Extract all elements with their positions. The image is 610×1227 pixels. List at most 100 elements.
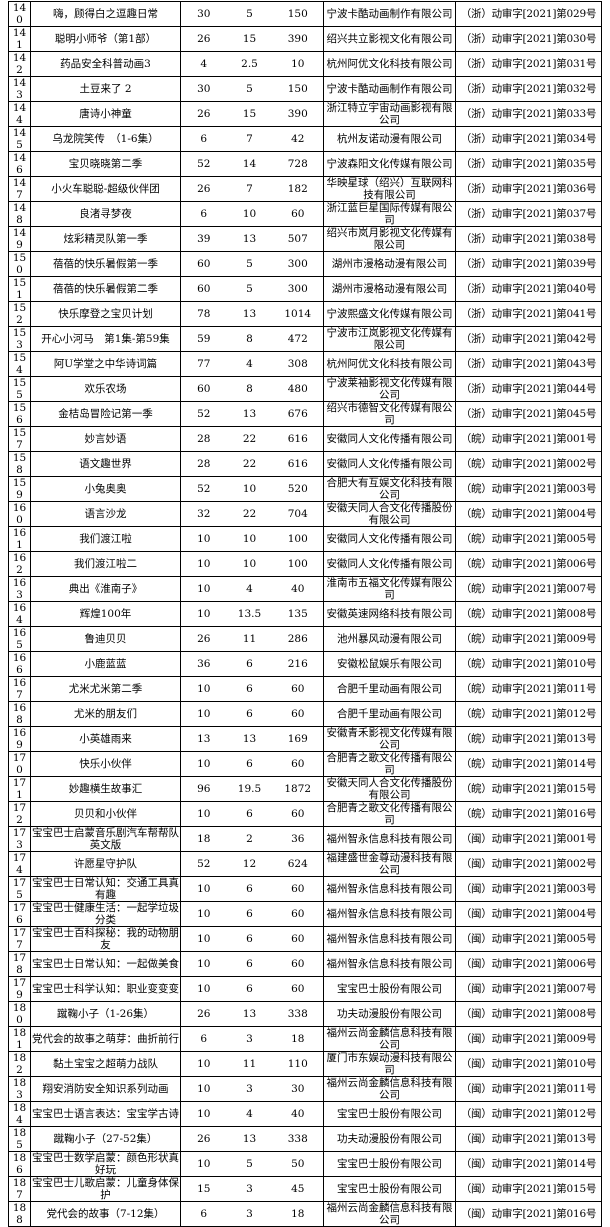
company-cell: 安徽同人文化传播有限公司 — [323, 551, 456, 577]
minutes-per-episode-cell: 6 — [226, 676, 273, 702]
approval-number-cell: （浙）动审字[2021]第042号 — [455, 326, 602, 352]
title-cell: 开心小河马 第1集-第59集 — [30, 326, 181, 352]
table-row: 158 语文趣世界 28 22 616 安徽同人文化传播有限公司 （皖）动审字[2021]第… — [8, 451, 602, 477]
minutes-per-episode-cell: 22 — [226, 501, 273, 527]
total-minutes-cell: 60 — [272, 201, 324, 227]
company-cell: 杭州友诺动漫有限公司 — [323, 126, 456, 152]
company-cell: 绍兴市岚月影视文化传媒有限公司 — [323, 226, 456, 252]
title-cell: 小火车聪聪-超级伙伴团 — [30, 176, 181, 202]
table-row: 160 语言沙龙 32 22 704 安徽天同人合文化传播股份有限公司 （皖）动审字[202… — [8, 501, 602, 527]
row-index: 142 — [8, 51, 31, 77]
table-row: 157 妙言妙语 28 22 616 安徽同人文化传播有限公司 （皖）动审字[2021]第0… — [8, 426, 602, 452]
approval-number-cell: （皖）动审字[2021]第011号 — [455, 676, 602, 702]
episodes-cell: 28 — [180, 426, 227, 452]
company-cell: 福州智永信息科技有限公司 — [323, 876, 456, 902]
row-index: 155 — [8, 376, 31, 402]
approval-number-cell: （闽）动审字[2021]第014号 — [455, 1151, 602, 1177]
title-cell: 我们渡江啦二 — [30, 551, 181, 577]
total-minutes-cell: 45 — [272, 1176, 324, 1202]
episodes-cell: 10 — [180, 551, 227, 577]
total-minutes-cell: 1872 — [272, 776, 324, 802]
row-index: 153 — [8, 326, 31, 352]
minutes-per-episode-cell: 7 — [226, 126, 273, 152]
minutes-per-episode-cell: 14 — [226, 151, 273, 177]
approval-number-cell: （闽）动审字[2021]第016号 — [455, 1201, 602, 1227]
episodes-cell: 60 — [180, 251, 227, 277]
episodes-cell: 52 — [180, 476, 227, 502]
episodes-cell: 26 — [180, 26, 227, 52]
table-row: 165 鲁迪贝贝 26 11 286 池州暴风动漫有限公司 （皖）动审字[2021]第009… — [8, 626, 602, 652]
minutes-per-episode-cell: 11 — [226, 626, 273, 652]
company-cell: 湖州市漫格动漫有限公司 — [323, 251, 456, 277]
title-cell: 乌龙院笑传 （1-6集） — [30, 126, 181, 152]
minutes-per-episode-cell: 22 — [226, 426, 273, 452]
company-cell: 宝宝巴士股份有限公司 — [323, 1151, 456, 1177]
title-cell: 宝贝晓晓第二季 — [30, 151, 181, 177]
episodes-cell: 6 — [180, 126, 227, 152]
row-index: 172 — [8, 801, 31, 827]
table-row: 159 小兔奥奥 52 10 520 合肥大有互娱文化科技有限公司 （皖）动审字[2021]… — [8, 476, 602, 502]
table-row: 151 蓓蓓的快乐暑假第二季 60 5 300 湖州市漫格动漫有限公司 （浙）动审字[202… — [8, 276, 602, 302]
approval-number-cell: （浙）动审字[2021]第030号 — [455, 26, 602, 52]
table-row: 153 开心小河马 第1集-第59集 59 8 472 宁波市江岚影视文化传媒有限公司 （浙… — [8, 326, 602, 352]
minutes-per-episode-cell: 6 — [226, 801, 273, 827]
minutes-per-episode-cell: 6 — [226, 901, 273, 927]
total-minutes-cell: 676 — [272, 401, 324, 427]
minutes-per-episode-cell: 8 — [226, 326, 273, 352]
total-minutes-cell: 60 — [272, 951, 324, 977]
minutes-per-episode-cell: 5 — [226, 1, 273, 27]
minutes-per-episode-cell: 13 — [226, 1126, 273, 1152]
company-cell: 福州云尚金麟信息科技有限公司 — [323, 1201, 456, 1227]
total-minutes-cell: 30 — [272, 1076, 324, 1102]
company-cell: 安徽同人文化传播有限公司 — [323, 526, 456, 552]
total-minutes-cell: 135 — [272, 601, 324, 627]
episodes-cell: 26 — [180, 176, 227, 202]
table-row: 172 贝贝和小伙伴 10 6 60 合肥青之歌文化传播有限公司 （皖）动审字[2021]第… — [8, 801, 602, 827]
approval-number-cell: （闽）动审字[2021]第005号 — [455, 926, 602, 952]
approval-number-cell: （闽）动审字[2021]第007号 — [455, 976, 602, 1002]
title-cell: 翔安消防安全知识系列动画 — [30, 1076, 181, 1102]
row-index: 188 — [8, 1201, 31, 1227]
row-index: 175 — [8, 876, 31, 902]
total-minutes-cell: 60 — [272, 901, 324, 927]
approval-number-cell: （皖）动审字[2021]第016号 — [455, 801, 602, 827]
approval-number-cell: （闽）动审字[2021]第004号 — [455, 901, 602, 927]
company-cell: 厦门市东娱动漫科技有限公司 — [323, 1051, 456, 1077]
total-minutes-cell: 286 — [272, 626, 324, 652]
table-row: 168 尤米的朋友们 10 6 60 合肥千里动画有限公司 （皖）动审字[2021]第012… — [8, 701, 602, 727]
episodes-cell: 10 — [180, 801, 227, 827]
title-cell: 宝宝巴士数学启蒙：颜色形状真好玩 — [30, 1151, 181, 1177]
table-row: 146 宝贝晓晓第二季 52 14 728 宁波森阳文化传媒有限公司 （浙）动审字[2021… — [8, 151, 602, 177]
total-minutes-cell: 110 — [272, 1051, 324, 1077]
total-minutes-cell: 60 — [272, 976, 324, 1002]
total-minutes-cell: 18 — [272, 1201, 324, 1227]
approval-number-cell: （皖）动审字[2021]第004号 — [455, 501, 602, 527]
company-cell: 池州暴风动漫有限公司 — [323, 626, 456, 652]
row-index: 143 — [8, 76, 31, 102]
company-cell: 宁波卡酷动画制作有限公司 — [323, 76, 456, 102]
title-cell: 妙趣横生故事汇 — [30, 776, 181, 802]
table-row: 147 小火车聪聪-超级伙伴团 26 7 182 华映星球（绍兴）互联网科技有限公司 （浙）… — [8, 176, 602, 202]
title-cell: 嗨，顾得白之逗趣日常 — [30, 1, 181, 27]
row-index: 184 — [8, 1101, 31, 1127]
minutes-per-episode-cell: 10 — [226, 551, 273, 577]
table-row: 141 聪明小师爷（第1部） 26 15 390 绍兴共立影视文化有限公司 （浙）动审字[2… — [8, 26, 602, 52]
minutes-per-episode-cell: 5 — [226, 76, 273, 102]
table-row: 182 黏土宝宝之超萌力战队 10 11 110 厦门市东娱动漫科技有限公司 （闽）动审字[… — [8, 1051, 602, 1077]
table-row: 143 土豆来了 2 30 5 150 宁波卡酷动画制作有限公司 （浙）动审字[2021]第… — [8, 76, 602, 102]
row-index: 159 — [8, 476, 31, 502]
table-row: 186 宝宝巴士数学启蒙：颜色形状真好玩 10 5 50 宝宝巴士股份有限公司 （闽）动审字… — [8, 1151, 602, 1177]
approval-number-cell: （浙）动审字[2021]第044号 — [455, 376, 602, 402]
title-cell: 宝宝巴士健康生活：一起学垃圾分类 — [30, 901, 181, 927]
row-index: 161 — [8, 526, 31, 552]
row-index: 168 — [8, 701, 31, 727]
approval-number-cell: （闽）动审字[2021]第001号 — [455, 826, 602, 852]
approval-number-cell: （闽）动审字[2021]第002号 — [455, 851, 602, 877]
approval-number-cell: （皖）动审字[2021]第014号 — [455, 751, 602, 777]
title-cell: 宝宝巴士语言表达：宝宝学古诗 — [30, 1101, 181, 1127]
total-minutes-cell: 60 — [272, 751, 324, 777]
table-row: 161 我们渡江啦 10 10 100 安徽同人文化传播有限公司 （皖）动审字[2021]第… — [8, 526, 602, 552]
approval-number-cell: （浙）动审字[2021]第041号 — [455, 301, 602, 327]
title-cell: 党代会的故事（7-12集） — [30, 1201, 181, 1227]
row-index: 174 — [8, 851, 31, 877]
